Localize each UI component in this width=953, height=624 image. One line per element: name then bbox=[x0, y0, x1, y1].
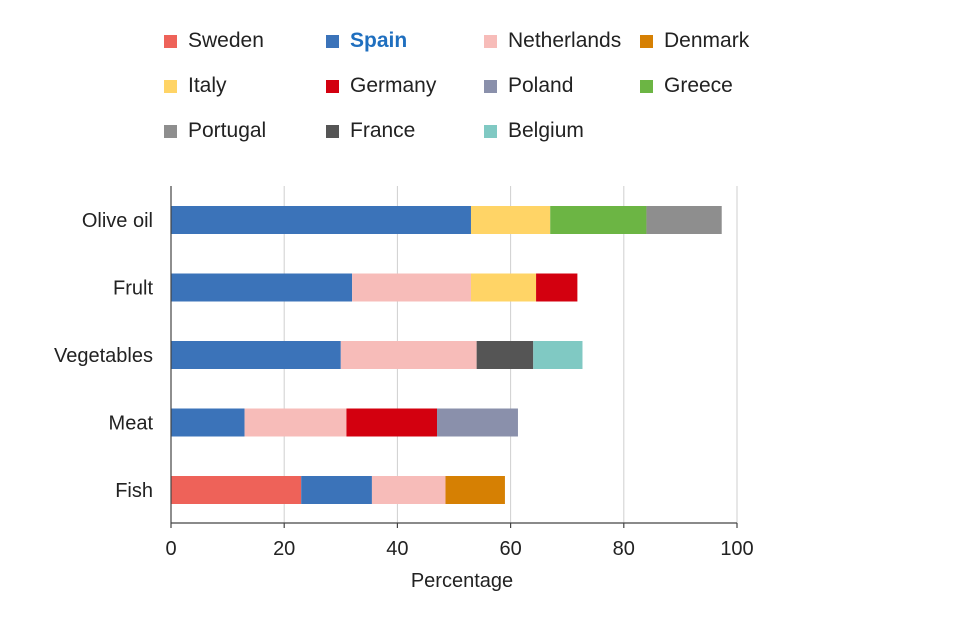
bar-frult-germany bbox=[536, 273, 578, 302]
legend-swatch-portugal bbox=[164, 124, 177, 138]
x-tick-label-60: 60 bbox=[499, 538, 521, 560]
legend-swatch-france bbox=[326, 124, 339, 138]
axes bbox=[170, 186, 738, 528]
bar-fish-denmark bbox=[445, 476, 505, 504]
x-tick-label-100: 100 bbox=[720, 538, 753, 560]
bar-fish-netherlands bbox=[371, 476, 446, 504]
y-tick-labels: Olive oil Frult Vegetables Meat Fish bbox=[54, 210, 153, 502]
legend-swatch-greece bbox=[640, 79, 653, 93]
x-tick-label-20: 20 bbox=[273, 538, 295, 560]
x-axis-label: Percentage bbox=[411, 570, 513, 592]
legend-swatch-denmark bbox=[640, 34, 653, 48]
bar-olive-oil-italy bbox=[470, 206, 551, 234]
legend-item-portugal: Portugal bbox=[164, 116, 266, 146]
x-tick-labels: 0 20 40 60 80 100 bbox=[165, 538, 753, 560]
bar-olive-oil-greece bbox=[550, 206, 647, 234]
legend-item-belgium: Belgium bbox=[484, 116, 584, 146]
bar-frult-italy bbox=[470, 273, 537, 302]
legend-item-denmark: Denmark bbox=[640, 26, 749, 56]
legend-item-sweden: Sweden bbox=[164, 26, 264, 56]
y-tick-label-fish: Fish bbox=[115, 480, 153, 502]
legend-label-belgium: Belgium bbox=[508, 119, 584, 142]
legend-item-greece: Greece bbox=[640, 71, 733, 101]
legend-swatch-italy bbox=[164, 79, 177, 93]
bar-meat-netherlands bbox=[244, 408, 347, 437]
legend-label-portugal: Portugal bbox=[188, 119, 267, 142]
legend-label-spain: Spain bbox=[350, 29, 408, 52]
bar-vegetables-france bbox=[476, 341, 534, 369]
bar-frult-spain bbox=[171, 273, 353, 302]
legend-item-italy: Italy bbox=[164, 71, 227, 101]
legend-swatch-sweden bbox=[164, 34, 177, 48]
bar-meat-poland bbox=[437, 408, 518, 437]
legend-swatch-belgium bbox=[484, 124, 497, 138]
legend-label-germany: Germany bbox=[350, 74, 437, 97]
legend-label-sweden: Sweden bbox=[188, 29, 264, 52]
legend-label-greece: Greece bbox=[664, 74, 733, 97]
legend-item-germany: Germany bbox=[326, 71, 436, 101]
legend-label-france: France bbox=[350, 119, 416, 142]
bar-fish-sweden bbox=[171, 476, 302, 504]
bar-frult-netherlands bbox=[352, 273, 471, 302]
legend-label-italy: Italy bbox=[188, 74, 227, 97]
bar-olive-oil-portugal bbox=[646, 206, 722, 234]
legend-label-poland: Poland bbox=[508, 74, 574, 97]
y-tick-label-frult: Frult bbox=[113, 278, 153, 300]
legend-label-denmark: Denmark bbox=[664, 29, 750, 52]
bar-vegetables-belgium bbox=[533, 341, 583, 369]
bar-vegetables-netherlands bbox=[340, 341, 477, 369]
legend-swatch-poland bbox=[484, 79, 497, 93]
legend-item-spain: Spain bbox=[326, 26, 407, 56]
legend-item-france: France bbox=[326, 116, 415, 146]
legend-label-netherlands: Netherlands bbox=[508, 29, 622, 52]
x-tick-label-40: 40 bbox=[386, 538, 408, 560]
legend-swatch-germany bbox=[326, 79, 339, 93]
y-tick-label-vegetables: Vegetables bbox=[54, 345, 153, 367]
bar-meat-germany bbox=[346, 408, 438, 437]
x-tick-label-0: 0 bbox=[165, 538, 176, 560]
y-tick-label-olive-oil: Olive oil bbox=[82, 210, 153, 232]
y-tick-label-meat: Meat bbox=[109, 413, 154, 435]
bar-fish-spain bbox=[301, 476, 372, 504]
legend-item-netherlands: Netherlands bbox=[484, 26, 621, 56]
bar-meat-spain bbox=[171, 408, 245, 437]
x-tick-label-80: 80 bbox=[613, 538, 635, 560]
legend-swatch-netherlands bbox=[484, 34, 497, 48]
legend-swatch-spain bbox=[326, 34, 339, 48]
legend-item-poland: Poland bbox=[484, 71, 573, 101]
bars bbox=[171, 206, 722, 504]
bar-vegetables-spain bbox=[171, 341, 341, 369]
bar-olive-oil-spain bbox=[171, 206, 471, 234]
